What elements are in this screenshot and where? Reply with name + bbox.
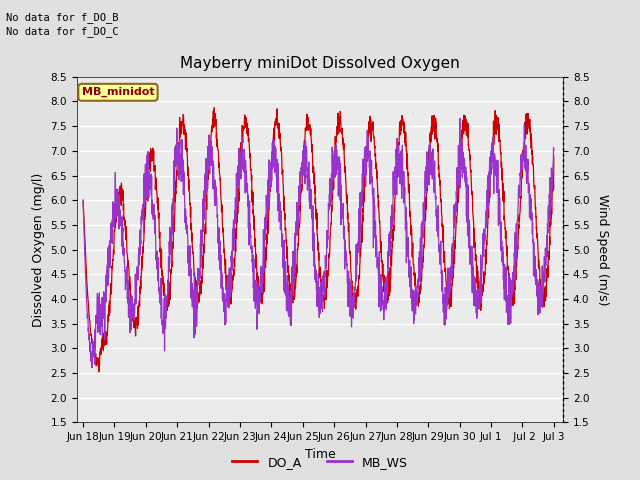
Title: Mayberry miniDot Dissolved Oxygen: Mayberry miniDot Dissolved Oxygen	[180, 57, 460, 72]
X-axis label: Time: Time	[305, 448, 335, 461]
Text: MB_minidot: MB_minidot	[82, 87, 154, 97]
Legend: DO_A, MB_WS: DO_A, MB_WS	[227, 451, 413, 474]
Text: No data for f_DO_C: No data for f_DO_C	[6, 26, 119, 37]
Y-axis label: Dissolved Oxygen (mg/l): Dissolved Oxygen (mg/l)	[32, 172, 45, 327]
Text: No data for f_DO_B: No data for f_DO_B	[6, 12, 119, 23]
Y-axis label: Wind Speed (m/s): Wind Speed (m/s)	[596, 194, 609, 305]
